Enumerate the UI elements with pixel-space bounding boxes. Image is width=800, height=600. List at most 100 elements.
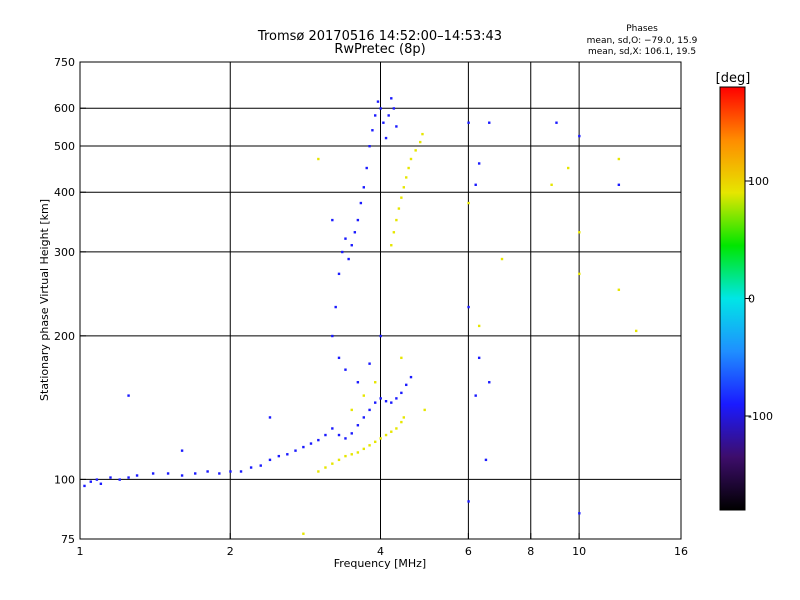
- colorbar: [719, 86, 746, 511]
- data-point: [390, 401, 393, 404]
- data-point: [374, 401, 377, 404]
- data-point: [353, 231, 357, 234]
- data-point: [118, 478, 121, 481]
- data-point: [384, 400, 388, 403]
- data-point: [477, 356, 481, 360]
- data-point: [550, 183, 553, 186]
- data-point: [286, 453, 289, 456]
- data-point: [294, 449, 297, 452]
- x-tick-label: 6: [465, 545, 472, 558]
- stats-line-o: mean, sd,O: −79.0, 15.9: [587, 36, 698, 46]
- data-point: [392, 231, 396, 234]
- y-ticks: 75 100 200 300 400 500 600 750: [54, 56, 86, 546]
- data-point: [344, 437, 347, 440]
- data-point: [567, 166, 570, 170]
- data-point: [239, 470, 243, 473]
- data-point: [488, 381, 491, 384]
- data-point: [400, 420, 403, 424]
- y-tick-label: 500: [54, 140, 75, 153]
- data-point: [218, 472, 221, 475]
- data-point: [324, 466, 327, 469]
- data-point: [302, 445, 305, 449]
- data-point: [350, 453, 353, 456]
- data-point: [194, 472, 197, 475]
- colorbar-label: [deg]: [716, 71, 751, 86]
- data-point: [379, 107, 382, 110]
- colorbar-tick-label: -100: [748, 410, 773, 423]
- data-point: [268, 458, 272, 462]
- data-point: [371, 129, 374, 132]
- data-point: [277, 454, 281, 458]
- data-point: [362, 186, 366, 189]
- data-point: [331, 462, 334, 465]
- data-point: [249, 466, 253, 469]
- data-point: [180, 449, 184, 452]
- data-point: [467, 305, 470, 309]
- data-point: [127, 476, 130, 479]
- data-point: [409, 157, 413, 161]
- data-point: [409, 375, 413, 379]
- data-point: [467, 121, 470, 124]
- data-point: [268, 416, 272, 419]
- data-point: [356, 381, 360, 384]
- data-point: [337, 356, 341, 360]
- data-point: [578, 231, 581, 234]
- data-point: [337, 272, 341, 276]
- data-point: [324, 433, 327, 437]
- data-point: [390, 97, 393, 100]
- data-point: [356, 451, 360, 454]
- data-point: [392, 107, 396, 110]
- data-point: [379, 397, 382, 400]
- data-point: [135, 474, 139, 477]
- data-point: [347, 257, 350, 261]
- data-point: [617, 183, 621, 186]
- data-point: [395, 218, 398, 222]
- stats-heading: Phases: [626, 24, 658, 34]
- data-point: [206, 470, 209, 473]
- data-point: [374, 114, 377, 117]
- data-point: [229, 470, 232, 473]
- data-point: [400, 356, 403, 360]
- data-point: [368, 444, 371, 447]
- data-point: [484, 458, 488, 462]
- data-point: [317, 470, 320, 473]
- data-point: [83, 484, 86, 488]
- y-tick-label: 750: [54, 56, 75, 69]
- data-point: [414, 149, 417, 152]
- data-point: [400, 196, 403, 199]
- data-point: [500, 257, 504, 261]
- data-point: [331, 427, 334, 430]
- data-point: [397, 207, 401, 210]
- data-point: [368, 144, 371, 148]
- data-point: [402, 416, 406, 419]
- data-point: [337, 458, 341, 462]
- data-point: [350, 244, 353, 247]
- data-point: [344, 454, 347, 458]
- data-point: [151, 472, 155, 475]
- x-tick-label: 4: [377, 545, 384, 558]
- data-point: [407, 166, 410, 170]
- data-point: [405, 383, 408, 387]
- data-point: [384, 136, 388, 140]
- data-point: [109, 476, 112, 479]
- data-point: [309, 442, 313, 445]
- stats-line-x: mean, sd,X: 106.1, 19.5: [588, 47, 696, 57]
- data-point: [95, 478, 99, 481]
- data-points: [83, 97, 638, 535]
- y-tick-label: 400: [54, 186, 75, 199]
- data-point: [317, 438, 320, 442]
- data-point: [578, 134, 581, 138]
- data-point: [387, 114, 390, 117]
- y-tick-label: 200: [54, 330, 75, 343]
- data-point: [421, 132, 424, 136]
- data-point: [390, 244, 393, 247]
- data-point: [384, 433, 388, 437]
- data-point: [344, 237, 347, 240]
- data-point: [419, 140, 422, 144]
- x-tick-label: 2: [227, 545, 234, 558]
- data-point: [350, 432, 353, 435]
- data-point: [488, 121, 491, 124]
- data-point: [374, 440, 377, 444]
- data-point: [334, 305, 337, 309]
